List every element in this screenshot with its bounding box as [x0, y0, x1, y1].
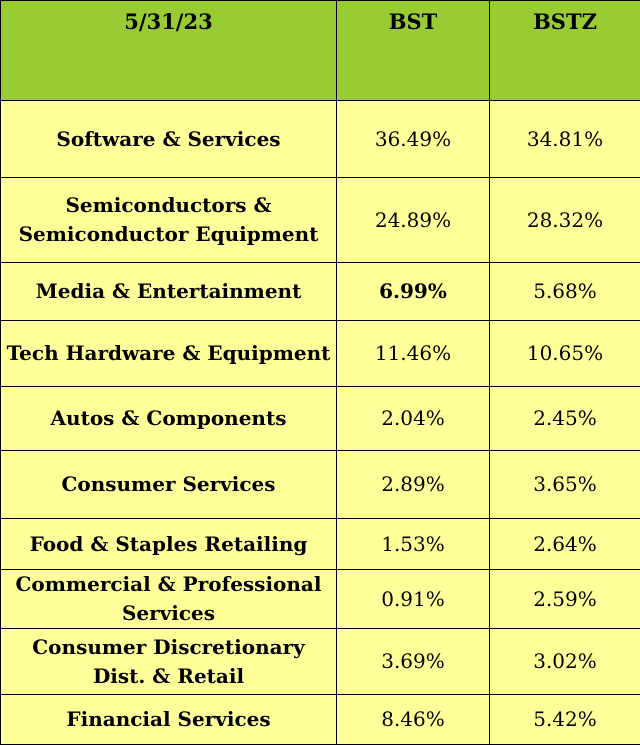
- bst-value: 24.89%: [337, 178, 490, 263]
- category-cell: Financial Services: [1, 695, 337, 745]
- bst-value: 36.49%: [337, 101, 490, 178]
- bst-value: 0.91%: [337, 570, 490, 629]
- bst-value: 1.53%: [337, 519, 490, 570]
- table-row: Tech Hardware & Equipment 11.46% 10.65%: [1, 321, 640, 387]
- bst-value: 3.69%: [337, 629, 490, 695]
- bst-value: 2.04%: [337, 387, 490, 451]
- bstz-value: 3.02%: [490, 629, 640, 695]
- table-row: Semiconductors & Semiconductor Equipment…: [1, 178, 640, 263]
- category-cell: Consumer Discretionary Dist. & Retail: [1, 629, 337, 695]
- table-row: Consumer Discretionary Dist. & Retail 3.…: [1, 629, 640, 695]
- table-row: Media & Entertainment 6.99% 5.68%: [1, 263, 640, 321]
- table-row: Autos & Components 2.04% 2.45%: [1, 387, 640, 451]
- category-cell: Commercial & Professional Services: [1, 570, 337, 629]
- bstz-value: 5.42%: [490, 695, 640, 745]
- category-cell: Food & Staples Retailing: [1, 519, 337, 570]
- bstz-value: 28.32%: [490, 178, 640, 263]
- header-row: 5/31/23 BST BSTZ: [1, 1, 640, 101]
- date-header: 5/31/23: [1, 1, 337, 101]
- category-cell: Autos & Components: [1, 387, 337, 451]
- bstz-value: 34.81%: [490, 101, 640, 178]
- bstz-value: 5.68%: [490, 263, 640, 321]
- table-row: Commercial & Professional Services 0.91%…: [1, 570, 640, 629]
- bstz-header: BSTZ: [490, 1, 640, 101]
- category-cell: Consumer Services: [1, 451, 337, 519]
- category-cell: Media & Entertainment: [1, 263, 337, 321]
- table-row: Financial Services 8.46% 5.42%: [1, 695, 640, 745]
- bst-header: BST: [337, 1, 490, 101]
- bst-value: 2.89%: [337, 451, 490, 519]
- bstz-value: 2.64%: [490, 519, 640, 570]
- bstz-value: 10.65%: [490, 321, 640, 387]
- bst-value: 6.99%: [337, 263, 490, 321]
- table-row: Food & Staples Retailing 1.53% 2.64%: [1, 519, 640, 570]
- bst-value: 11.46%: [337, 321, 490, 387]
- bstz-value: 2.59%: [490, 570, 640, 629]
- bst-value: 8.46%: [337, 695, 490, 745]
- table-row: Consumer Services 2.89% 3.65%: [1, 451, 640, 519]
- table-row: Software & Services 36.49% 34.81%: [1, 101, 640, 178]
- category-cell: Software & Services: [1, 101, 337, 178]
- category-cell: Semiconductors & Semiconductor Equipment: [1, 178, 337, 263]
- category-cell: Tech Hardware & Equipment: [1, 321, 337, 387]
- bstz-value: 3.65%: [490, 451, 640, 519]
- bstz-value: 2.45%: [490, 387, 640, 451]
